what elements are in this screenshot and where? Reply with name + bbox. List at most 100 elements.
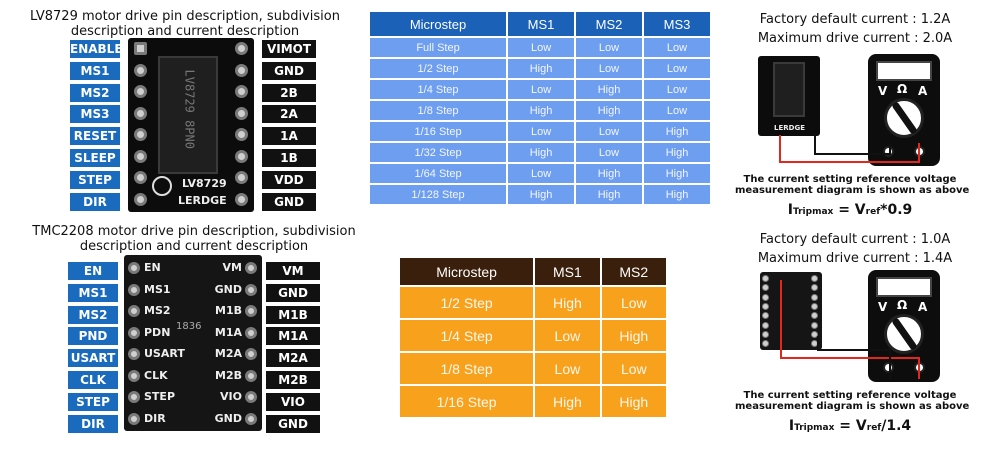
lv8729-board-hole — [235, 85, 248, 98]
lv8729-board-hole — [235, 192, 248, 206]
lv8729-max-current: Maximum drive current : 2.0A — [757, 31, 953, 46]
lv8729-table-cell: Low — [574, 57, 644, 80]
tmc2208-chip-text: 1836 — [176, 321, 202, 332]
tmc2208-board-pin-left-6: STEP — [144, 390, 176, 403]
tmc2208-pin-left-4: USART — [68, 349, 118, 368]
lv8729-table-cell: High — [642, 141, 712, 164]
lv8729-table-cell: Low — [506, 36, 577, 59]
tmc2208-mini-hole — [762, 330, 769, 338]
lv8729-pin-left-7: DIR — [70, 192, 120, 211]
lv8729-board-hole — [134, 42, 147, 55]
lv8729-table-row: 1/8 Step High High Low — [367, 99, 712, 122]
tmc2208-board-pin-left-7: DIR — [144, 411, 166, 425]
tmc2208-mini-hole — [811, 302, 818, 310]
lv8729-board-hole — [134, 106, 147, 120]
lv8729-chip: LV8729 8PN0 — [158, 56, 218, 174]
tmc2208-board-pin-right-1: GND — [214, 282, 242, 296]
lv8729-table-row: 1/4 Step Low High Low — [367, 78, 712, 101]
tmc2208-table-row: 1/2 Step High Low — [397, 285, 669, 320]
lv8729-table-cell: High — [642, 183, 712, 206]
multimeter-2-jack-com — [883, 362, 894, 373]
multimeter-2-black-wire — [817, 336, 891, 379]
tmc2208-table-cell: Low — [533, 351, 602, 386]
tmc2208-table-cell: High — [533, 285, 602, 320]
lv8729-formula-i: I — [787, 202, 793, 218]
lv8729-board-hole — [134, 63, 147, 77]
lv8729-table-header-2: MS2 — [574, 10, 644, 38]
tmc2208-board-hole — [128, 391, 140, 403]
tmc2208-table-cell: Low — [533, 318, 602, 353]
lv8729-table-cell: Low — [574, 120, 644, 143]
lv8729-pin-left-5: SLEEP — [70, 149, 120, 167]
tmc2208-board-hole — [245, 326, 257, 339]
tmc2208-mini-hole — [762, 340, 769, 348]
tmc2208-mini-hole — [811, 312, 818, 320]
tmc2208-measurement-note-1: The current setting reference voltage — [743, 390, 957, 401]
multimeter-2-v-label: V — [878, 300, 888, 314]
tmc2208-mini-hole — [811, 321, 818, 329]
tmc2208-mini-board — [760, 272, 822, 350]
lv8729-default-current: Factory default current : 1.2A — [759, 12, 951, 27]
tmc2208-board-hole — [245, 369, 257, 382]
tmc2208-board-hole — [128, 348, 140, 360]
tmc2208-board-pin-left-0: EN — [144, 261, 161, 274]
tmc2208-board-pin-right-2: M1B — [215, 304, 242, 317]
tmc2208-table-cell: High — [599, 318, 669, 353]
lv8729-table-row: 1/64 Step Low High High — [367, 162, 712, 185]
tmc2208-board-hole — [245, 412, 257, 425]
tmc2208-table-cell: High — [599, 384, 669, 419]
lv8729-pin-right-5: 1B — [262, 149, 316, 167]
tmc2208-title: TMC2208 motor drive pin description, sub… — [32, 224, 356, 254]
lv8729-pin-right-1: GND — [262, 61, 316, 80]
lv8729-table-cell: 1/8 Step — [367, 99, 509, 122]
tmc2208-table-row: 1/4 Step Low High — [397, 318, 669, 353]
lv8729-board-hole — [235, 128, 248, 141]
lv8729-board-hole — [134, 149, 147, 163]
lv8729-table-cell: High — [574, 183, 644, 206]
multimeter-2-screen — [876, 277, 932, 297]
lv8729-board-hole — [235, 63, 248, 77]
tmc2208-pin-right-7: GND — [266, 414, 320, 433]
tmc2208-board-hole — [128, 305, 140, 317]
lv8729-table-row: Full Step Low Low Low — [367, 36, 712, 59]
tmc2208-board-pin-right-0: VM — [222, 261, 242, 274]
multimeter-2-a-label: A — [918, 300, 928, 314]
tmc2208-table-cell: 1/4 Step — [397, 318, 536, 353]
lv8729-current-formula: ITripmax = Vref*0.9 — [735, 199, 965, 218]
lv8729-pin-right-4: 1A — [262, 127, 316, 146]
lv8729-pin-left-1: MS1 — [70, 61, 120, 80]
lv8729-table-cell: Low — [506, 120, 577, 143]
lv8729-pin-right-6: VDD — [262, 170, 316, 189]
lv8729-table-cell: 1/32 Step — [367, 141, 509, 164]
tmc2208-default-current: Factory default current : 1.0A — [759, 232, 951, 247]
lv8729-table-cell: High — [642, 162, 712, 185]
tmc2208-pin-left-2: MS2 — [68, 305, 118, 324]
tmc2208-mini-hole — [811, 330, 818, 338]
tmc2208-microstep-table: Microstep MS1 MS2 1/2 Step High Low 1/4 Step L… — [397, 256, 669, 419]
lv8729-table-cell: Low — [574, 36, 644, 59]
tmc2208-max-current: Maximum drive current : 1.4A — [757, 251, 953, 266]
tmc2208-board-hole — [245, 305, 257, 317]
tmc2208-table-header-0: Microstep — [397, 256, 536, 287]
lv8729-table-cell: Low — [642, 36, 712, 59]
lv8729-title: LV8729 motor drive pin description, subd… — [30, 9, 340, 39]
tmc2208-current-formula: ITripmax = Vref/1.4 — [735, 415, 965, 434]
lv8729-table-header-1: MS1 — [506, 10, 577, 38]
lv8729-pin-left-4: RESET — [70, 127, 120, 146]
lv8729-potentiometer — [152, 176, 172, 196]
tmc2208-pin-left-6: STEP — [68, 392, 118, 411]
lv8729-table-cell: High — [506, 141, 577, 164]
tmc2208-measurement-note-2: measurement diagram is shown as above — [735, 401, 970, 412]
tmc2208-table-cell: Low — [599, 285, 669, 320]
tmc2208-board-hole — [128, 412, 140, 425]
lv8729-microstep-table: Microstep MS1 MS2 MS3 Full Step Low Low Low 1/2… — [367, 10, 712, 206]
lv8729-table-row: 1/128 Step High High High — [367, 183, 712, 206]
tmc2208-pin-left-1: MS1 — [68, 283, 118, 302]
tmc2208-board-pin-left-4: USART — [144, 347, 185, 360]
tmc2208-pin-right-0: VM — [266, 262, 320, 280]
lv8729-board-hole — [235, 42, 248, 55]
tmc2208-mini-hole — [762, 293, 769, 301]
tmc2208-board-hole — [245, 348, 257, 360]
tmc2208-pin-left-7: DIR — [68, 414, 118, 433]
multimeter-2-probe-wires — [780, 280, 920, 379]
